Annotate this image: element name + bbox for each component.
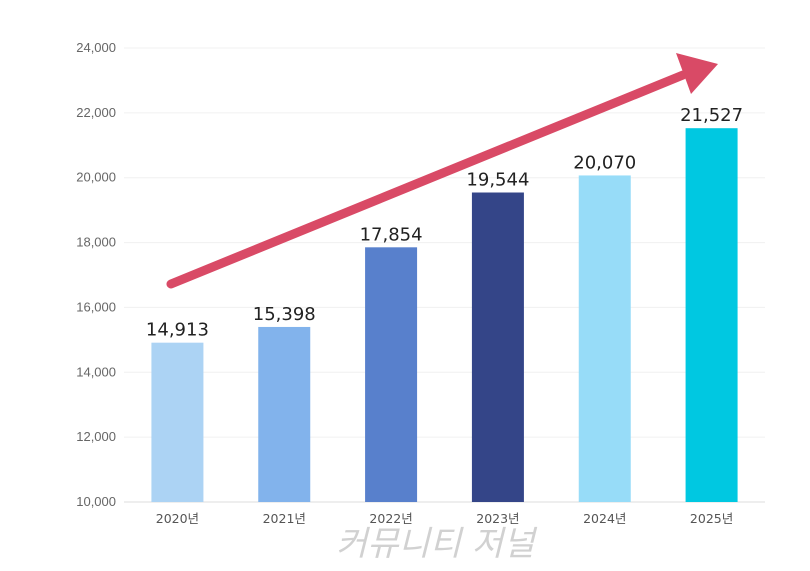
trend-arrow bbox=[166, 53, 718, 289]
bar-2021년 bbox=[258, 326, 311, 502]
bar-2020년 bbox=[151, 342, 204, 502]
x-tick-label: 2025년 bbox=[690, 511, 733, 526]
y-tick-label: 12,000 bbox=[76, 429, 116, 444]
x-tick-label: 2022년 bbox=[369, 511, 412, 526]
bar-2025년 bbox=[685, 128, 738, 502]
bar-2022년 bbox=[365, 247, 418, 502]
bar-2023년 bbox=[471, 192, 524, 502]
data-label: 21,527 bbox=[680, 105, 743, 126]
y-axis: 10,000 12,000 14,000 16,000 18,000 20,000 22,0… bbox=[76, 40, 116, 509]
y-tick-label: 10,000 bbox=[76, 494, 116, 509]
bars bbox=[151, 128, 738, 503]
y-tick-label: 18,000 bbox=[76, 235, 116, 250]
data-label: 20,070 bbox=[573, 152, 636, 173]
y-tick-label: 16,000 bbox=[76, 299, 116, 314]
y-tick-label: 20,000 bbox=[76, 170, 116, 185]
x-tick-label: 2024년 bbox=[583, 511, 626, 526]
bar-2024년 bbox=[578, 175, 631, 503]
trend-arrow-head bbox=[676, 53, 718, 94]
x-tick-label: 2023년 bbox=[476, 511, 519, 526]
x-tick-label: 2020년 bbox=[156, 511, 199, 526]
data-label: 19,544 bbox=[466, 170, 529, 191]
y-tick-label: 14,000 bbox=[76, 364, 116, 379]
data-labels: 14,913 15,398 17,854 19,544 20,070 21,527 bbox=[146, 105, 743, 340]
x-axis: 2020년 2021년 2022년 2023년 2024년 2025년 bbox=[156, 511, 733, 526]
grid-lines bbox=[124, 47, 765, 503]
data-label: 15,398 bbox=[253, 304, 316, 325]
x-tick-label: 2021년 bbox=[263, 511, 306, 526]
y-tick-label: 22,000 bbox=[76, 105, 116, 120]
watermark: 커뮤니티 저널 bbox=[336, 524, 538, 564]
data-label: 14,913 bbox=[146, 320, 209, 341]
trend-arrow-line bbox=[166, 70, 688, 289]
y-tick-label: 24,000 bbox=[76, 40, 116, 55]
data-label: 17,854 bbox=[360, 224, 423, 245]
